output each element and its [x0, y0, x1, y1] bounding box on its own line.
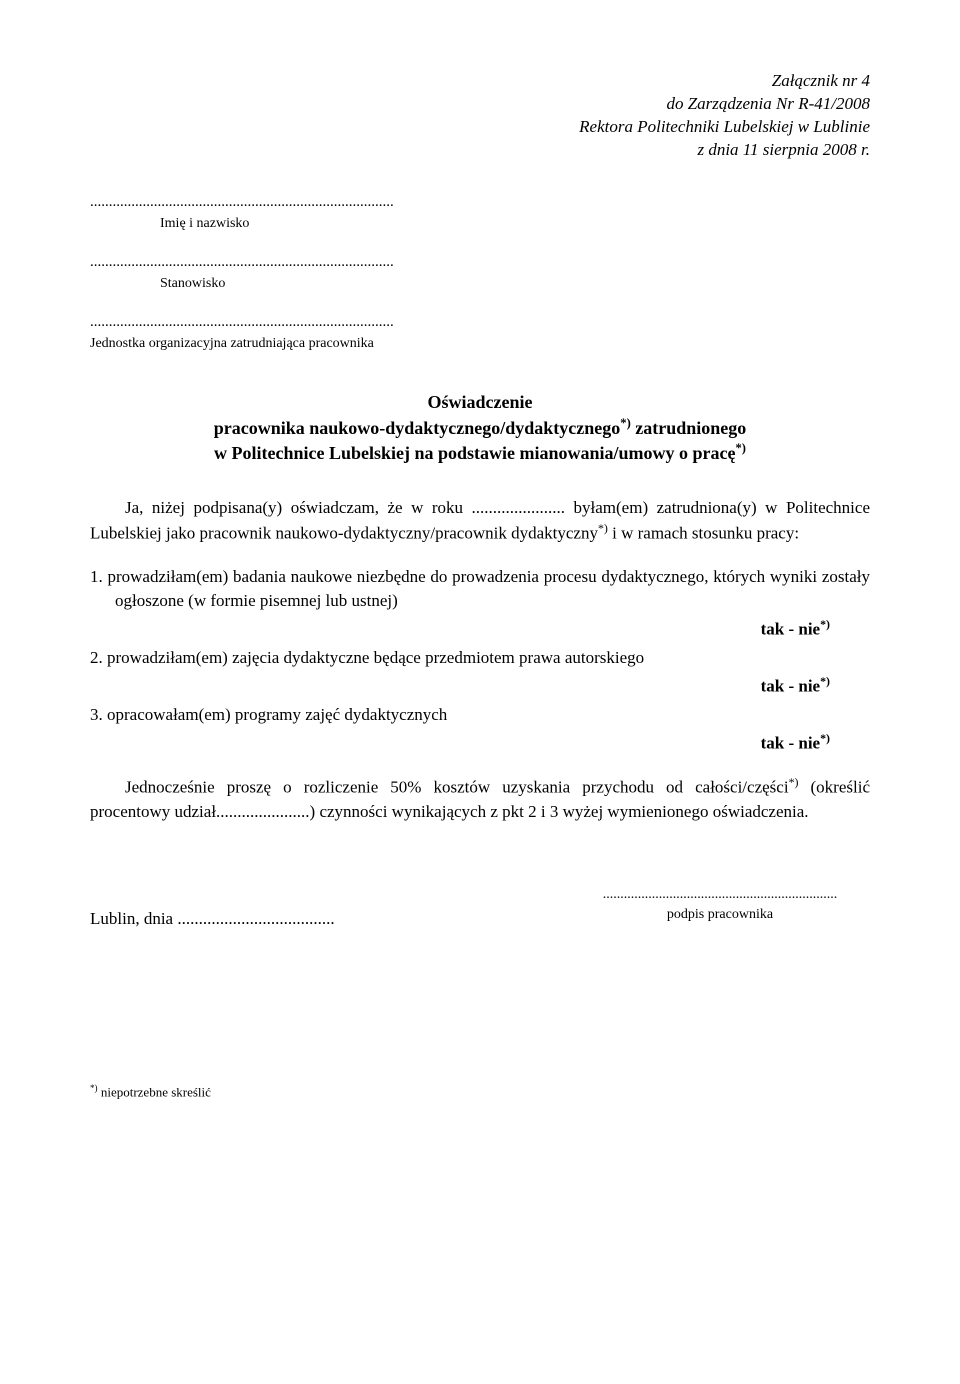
unit-field: ........................................…	[90, 312, 870, 354]
lublin-date: Lublin, dnia ...........................…	[90, 907, 335, 932]
name-dots: ........................................…	[90, 192, 870, 214]
signature-dots: ........................................…	[570, 885, 870, 905]
header-line-1: Załącznik nr 4	[90, 70, 870, 93]
list-item-3: 3. opracowałam(em) programy zajęć dydakt…	[90, 703, 870, 728]
header-line-2: do Zarządzenia Nr R-41/2008	[90, 93, 870, 116]
signature-block: ........................................…	[90, 885, 870, 932]
tak-nie-2: tak - nie*)	[90, 673, 870, 699]
tak-nie-1: tak - nie*)	[90, 616, 870, 642]
unit-label: Jednostka organizacyjna zatrudniająca pr…	[90, 334, 870, 354]
header-line-4: z dnia 11 sierpnia 2008 r.	[90, 139, 870, 162]
unit-dots: ........................................…	[90, 312, 870, 334]
list-item-2: 2. prowadziłam(em) zajęcia dydaktyczne b…	[90, 646, 870, 671]
declaration-list: 1. prowadziłam(em) badania naukowe niezb…	[90, 565, 870, 756]
tak-nie-3: tak - nie*)	[90, 730, 870, 756]
name-field: ........................................…	[90, 192, 870, 234]
footnote: *) niepotrzebne skreślić	[90, 1082, 870, 1102]
closing-paragraph: Jednocześnie proszę o rozliczenie 50% ko…	[90, 774, 870, 825]
list-item-1: 1. prowadziłam(em) badania naukowe niezb…	[90, 565, 870, 614]
position-field: ........................................…	[90, 252, 870, 294]
title-sub-2: w Politechnice Lubelskiej na podstawie m…	[90, 440, 870, 465]
name-label: Imię i nazwisko	[90, 214, 870, 234]
signature-label: podpis pracownika	[570, 905, 870, 925]
attachment-header: Załącznik nr 4 do Zarządzenia Nr R-41/20…	[90, 70, 870, 162]
document-title: Oświadczenie pracownika naukowo-dydaktyc…	[90, 389, 870, 466]
title-main: Oświadczenie	[90, 389, 870, 415]
position-label: Stanowisko	[90, 274, 870, 294]
position-dots: ........................................…	[90, 252, 870, 274]
header-line-3: Rektora Politechniki Lubelskiej w Lublin…	[90, 116, 870, 139]
title-sub-1: pracownika naukowo-dydaktycznego/dydakty…	[90, 415, 870, 440]
signature-right: ........................................…	[570, 885, 870, 926]
declaration-paragraph: Ja, niżej podpisana(y) oświadczam, że w …	[90, 496, 870, 547]
